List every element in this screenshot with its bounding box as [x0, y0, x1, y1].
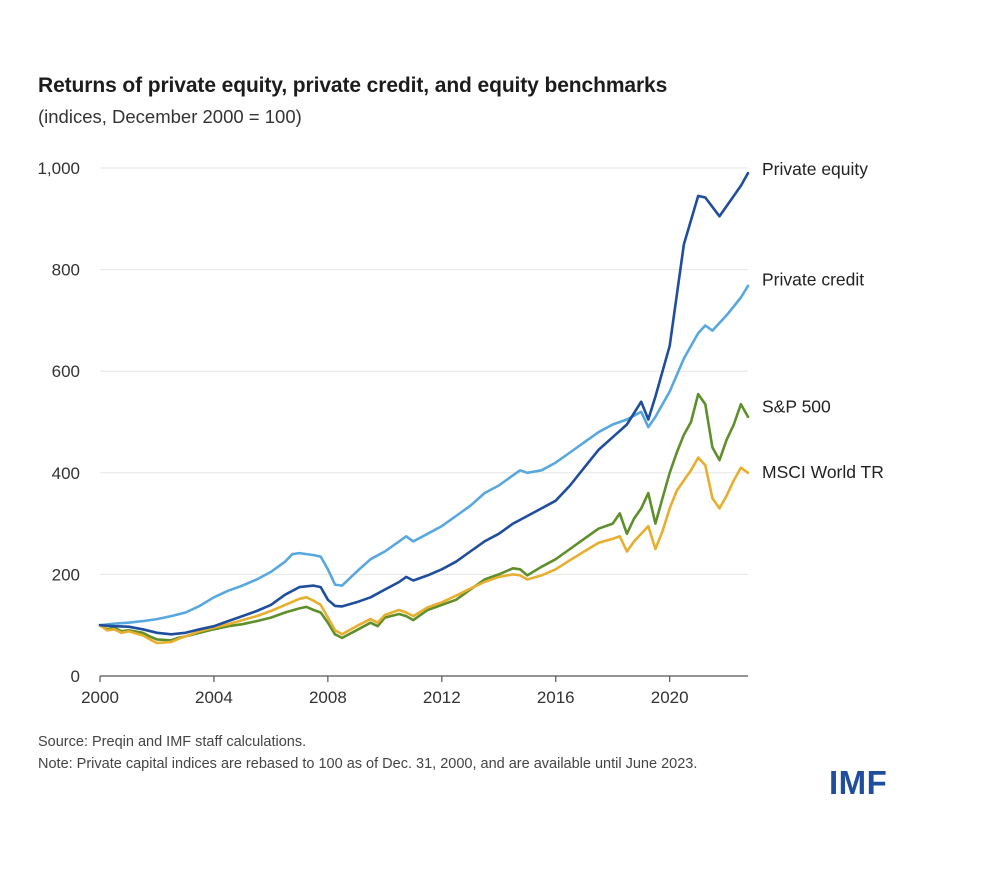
x-tick-label: 2004 — [195, 688, 233, 707]
chart-subtitle: (indices, December 2000 = 100) — [38, 106, 302, 127]
x-tick-label: 2020 — [651, 688, 689, 707]
series-line-msci-world-tr — [98, 456, 750, 645]
series-label-private-credit: Private credit — [762, 270, 864, 290]
footnote: Note: Private capital indices are rebase… — [38, 756, 698, 772]
series-label-s-p-500: S&P 500 — [762, 397, 831, 417]
y-tick-label: 600 — [52, 362, 80, 381]
source-note: Source: Preqin and IMF staff calculation… — [38, 734, 307, 750]
y-tick-label: 1,000 — [37, 159, 80, 178]
series-line-private-equity — [98, 171, 750, 636]
x-axis: 2000 2004 2008 2012 2016 2020 — [81, 675, 748, 707]
y-tick-label: 0 — [71, 667, 80, 686]
series-label-msci-world-tr: MSCI World TR — [762, 462, 884, 482]
series-label-private-equity: Private equity — [762, 159, 868, 179]
y-tick-label: 200 — [52, 565, 80, 584]
series-labels: Private equity Private credit S&P 500 MSCI … — [762, 159, 884, 482]
gridlines — [100, 167, 748, 575]
y-tick-label: 400 — [52, 464, 80, 483]
x-tick-label: 2012 — [423, 688, 461, 707]
x-tick-label: 2016 — [537, 688, 575, 707]
imf-logo: IMF — [829, 764, 888, 801]
y-tick-label: 800 — [52, 261, 80, 280]
series-line-private-credit — [98, 284, 750, 627]
series-line-s-p-500 — [98, 392, 750, 642]
y-axis-ticks: 0 200 400 600 800 1,000 — [37, 159, 80, 686]
series-lines — [98, 171, 750, 645]
x-tick-label: 2000 — [81, 688, 119, 707]
chart-title: Returns of private equity, private credi… — [38, 74, 668, 97]
x-tick-label: 2008 — [309, 688, 347, 707]
